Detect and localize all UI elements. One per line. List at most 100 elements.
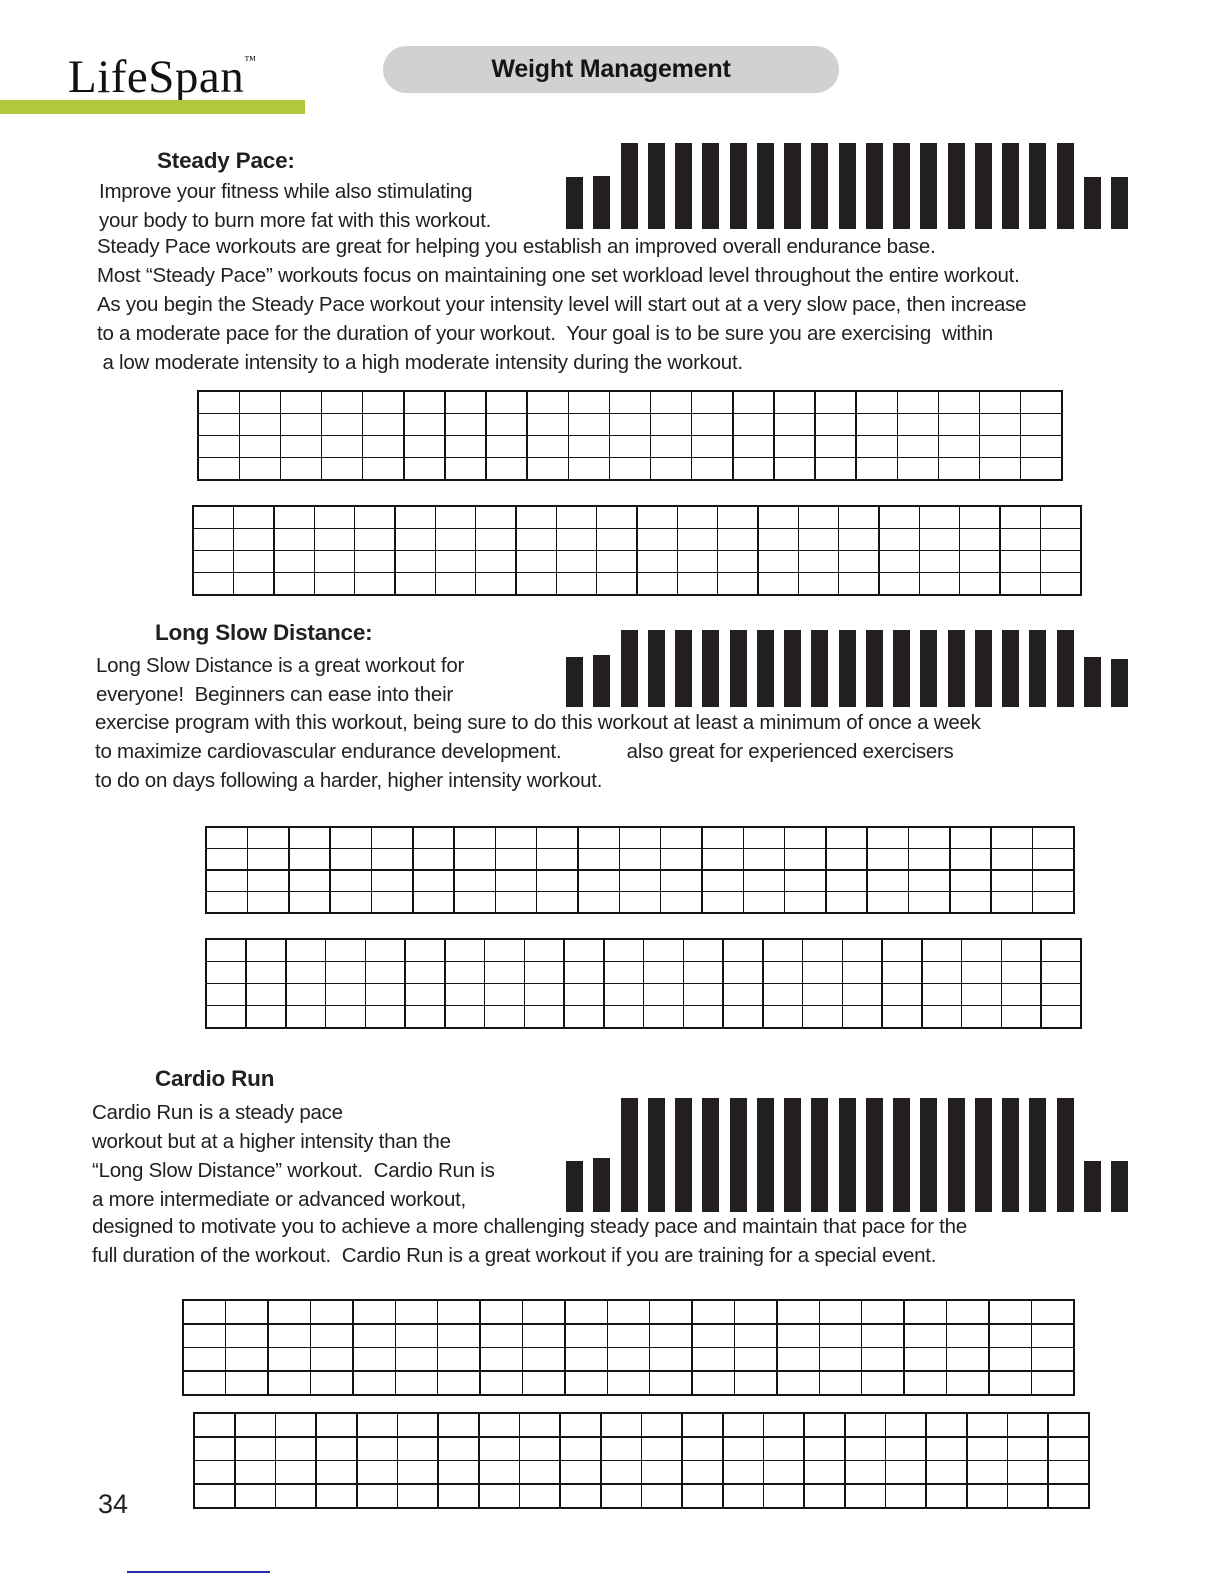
grid-cell: [909, 849, 950, 870]
intensity-bar: [893, 143, 910, 229]
grid-cell: [438, 1324, 480, 1347]
grid-cell: [268, 1301, 310, 1324]
grid-cell: [578, 870, 619, 891]
grid-cell: [520, 1484, 560, 1507]
grid-cell: [678, 573, 717, 594]
grid-cell: [234, 529, 274, 550]
grid-cell: [436, 551, 475, 572]
grid-cell: [316, 1484, 357, 1507]
grid-cell: [758, 573, 798, 594]
grid-cell: [803, 940, 842, 961]
grid-cell: [516, 573, 556, 594]
grid-cell: [537, 870, 578, 891]
grid-cell: [289, 828, 330, 848]
grid-cell: [764, 1437, 804, 1460]
grid-cell: [289, 870, 330, 891]
grid-cell: [678, 529, 717, 550]
grid-cell: [445, 984, 484, 1005]
grid-cell: [950, 870, 991, 891]
long-slow-distance-body: exercise program with this workout, bein…: [95, 708, 981, 795]
grid-cell: [702, 828, 743, 848]
grid-cell: [207, 849, 247, 870]
grid-cell: [286, 962, 325, 983]
grid-cell: [1048, 1461, 1088, 1484]
grid-cell: [723, 962, 762, 983]
grid-cell: [608, 1371, 649, 1394]
grid-cell: [234, 551, 274, 572]
grid-cell: [744, 892, 784, 912]
grid-cell: [569, 392, 609, 413]
grid-cell: [610, 458, 650, 479]
grid-cell: [939, 436, 979, 457]
grid-cell: [1041, 940, 1080, 961]
grid-cell: [454, 870, 495, 891]
grid-cell: [289, 849, 330, 870]
grid-cell: [682, 1437, 723, 1460]
grid-cell: [578, 828, 619, 848]
grid-cell: [520, 1414, 560, 1437]
intensity-bar: [1111, 177, 1128, 229]
grid-cell: [960, 573, 1000, 594]
intensity-bar: [974, 630, 992, 707]
grid-cell: [1021, 458, 1061, 479]
grid-cell: [856, 436, 897, 457]
grid-cell: [276, 1484, 316, 1507]
grid-cell: [862, 1301, 904, 1324]
grid-cell: [926, 1484, 967, 1507]
grid-cell: [777, 1371, 819, 1394]
grid-cell: [839, 507, 879, 528]
grid-cell: [520, 1461, 560, 1484]
grid-cell: [1032, 1301, 1073, 1324]
grid-cell: [815, 414, 856, 435]
grid-cell: [537, 828, 578, 848]
grid-cell: [398, 1461, 438, 1484]
grid-cell: [879, 551, 919, 572]
grid-cell: [476, 551, 516, 572]
grid-cell: [578, 892, 619, 912]
grid-cell: [733, 458, 774, 479]
text-line: to a moderate pace for the duration of y…: [97, 322, 993, 345]
grid-cell: [226, 1301, 268, 1324]
intensity-bar: [729, 143, 747, 229]
grid-cell: [610, 392, 650, 413]
grid-cell: [642, 1484, 682, 1507]
grid-cell: [235, 1414, 275, 1437]
grid-cell: [246, 940, 285, 961]
grid-cell: [395, 573, 435, 594]
intensity-bar: [1056, 143, 1074, 229]
grid-cell: [523, 1348, 565, 1371]
grid-cell: [479, 1414, 519, 1437]
grid-cell: [962, 962, 1001, 983]
grid-cell: [1041, 507, 1080, 528]
text-line: to maximize cardiovascular endurance dev…: [95, 740, 954, 763]
grid-cell: [597, 529, 637, 550]
grid-cell: [601, 1414, 641, 1437]
text-line: As you begin the Steady Pace workout you…: [97, 293, 1027, 316]
grid-cell: [692, 1348, 734, 1371]
grid-cell: [1008, 1484, 1048, 1507]
grid-cell: [991, 828, 1032, 848]
text-line: Long Slow Distance is a great workout fo…: [96, 654, 465, 677]
grid-cell: [480, 1348, 522, 1371]
grid-cell: [620, 870, 660, 891]
grid-cell: [991, 892, 1032, 912]
grid-cell: [438, 1437, 479, 1460]
grid-cell: [882, 984, 921, 1005]
grid-cell: [315, 529, 354, 550]
intensity-bar: [675, 143, 692, 229]
grid-cell: [735, 1324, 777, 1347]
grid-cell: [723, 1414, 763, 1437]
intensity-bar: [620, 1098, 638, 1212]
intensity-bar: [647, 630, 665, 707]
grid-cell: [867, 870, 908, 891]
grid-cell: [904, 1301, 946, 1324]
grid-cell: [839, 573, 879, 594]
intensity-bar: [811, 1098, 829, 1212]
grid-cell: [207, 892, 247, 912]
grid-cell: [207, 828, 247, 848]
grid-cell: [960, 507, 1000, 528]
grid-cell: [355, 507, 395, 528]
grid-cell: [235, 1437, 275, 1460]
grid-cell: [661, 828, 702, 848]
grid-cell: [405, 962, 444, 983]
